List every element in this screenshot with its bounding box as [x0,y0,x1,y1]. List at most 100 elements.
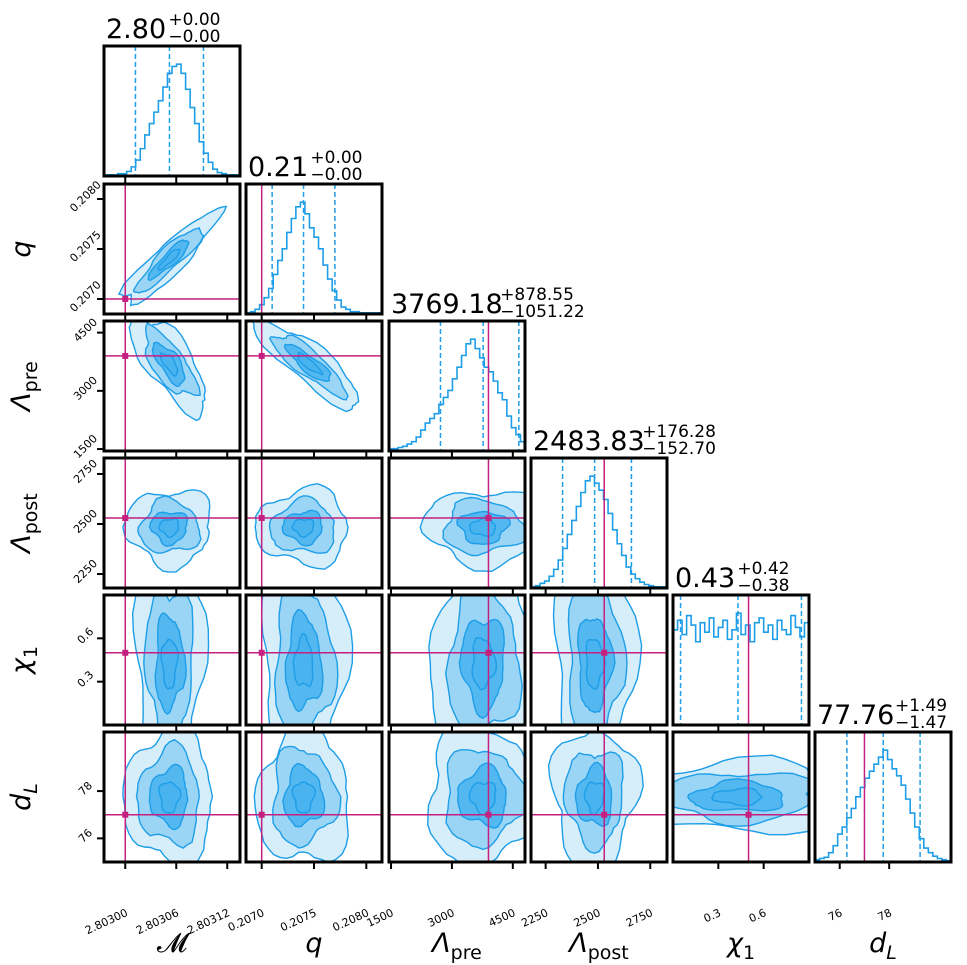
contour-level-4 [158,781,182,814]
contour-panel-dL-vs-q [246,732,382,862]
x-tick-label: 0.6 [747,906,768,925]
histogram-q [246,201,382,314]
title-q: 0.21 [248,152,308,183]
x-tick-label: 2.80300 [83,906,130,937]
x-tick-label: 3000 [426,906,457,930]
histogram-Lpost [531,475,667,588]
truth-marker [122,296,129,302]
histogram-Lpre [389,338,525,451]
contour-level-4 [160,638,179,690]
hist-panel-Lpost [531,458,667,588]
y-tick-label: 0.2070 [67,278,103,314]
title-dL: 77.76 [817,700,894,731]
panel-frame-5-0 [102,730,242,864]
x-tick-label: 2750 [624,906,655,930]
panel-frame-4-4 [671,593,811,727]
x-axis-label-chi1: χ1 [725,928,755,964]
panel-frame-1-1 [244,182,384,316]
panel-frame-5-2 [387,730,527,864]
contour-panel-dL-vs-Mc [104,732,240,862]
title-plus-Mc: +0.00 [168,10,220,30]
contour-panel-Lpost-vs-Mc [104,458,240,588]
contour-level-4 [291,518,315,539]
contour-level-4 [291,781,317,814]
x-axis-label-dL: dL [869,928,897,964]
contour-level-4 [585,638,606,691]
hist-panel-Lpre [389,321,525,451]
title-Mc: 2.80 [106,14,166,45]
title-plus-dL: +1.49 [895,696,947,716]
contour-panel-dL-vs-Lpost [531,732,667,862]
truth-marker [122,649,129,656]
truth-marker [601,811,608,818]
panel-frame-2-0 [102,319,242,453]
title-minus-Mc: −0.00 [168,27,220,47]
contour-level-4 [157,248,181,272]
x-tick-label: 0.3 [702,906,723,925]
panel-frame-5-5 [813,730,953,864]
histogram-chi1 [673,612,809,725]
contour-panel-Lpre-vs-Mc [104,321,240,451]
contour-panel-Lpre-vs-q [246,321,382,451]
truth-marker [122,811,129,818]
x-tick-label: 2.80312 [185,906,232,937]
title-plus-chi1: +0.42 [737,559,789,579]
x-axis-label-q: q [305,928,322,959]
contour-level-4 [292,632,314,688]
hist-panel-dL [815,732,951,862]
panel-frame-4-3 [529,593,669,727]
histogram-Mc [104,63,240,176]
y-tick-label: 0.3 [75,668,97,690]
panel-frame-2-2 [387,319,527,453]
x-tick-label: 78 [876,906,894,924]
panel-frame-0-0 [102,44,242,178]
contour-level-4 [583,781,606,816]
contour-panel-chi1-vs-Lpre [389,595,525,725]
contour-panel-chi1-vs-Lpost [531,595,667,725]
contour-panel-chi1-vs-Mc [104,595,240,725]
truth-marker [485,811,492,818]
panel-frame-4-2 [387,593,527,727]
title-minus-dL: −1.47 [895,713,947,733]
contour-panel-dL-vs-chi1 [673,732,809,862]
y-tick-label: 2250 [71,557,100,586]
y-tick-label: 3000 [71,374,100,403]
title-minus-Lpost: −152.70 [642,439,716,459]
y-tick-label: 2750 [71,457,100,486]
truth-marker [601,649,608,656]
y-axis-label-q: q [6,240,37,257]
y-tick-label: 0.6 [75,625,97,647]
y-axis-label-Lpre: Λpre [6,361,42,413]
truth-marker [258,649,265,656]
contour-panel-Lpost-vs-q [246,458,382,588]
x-tick-label: 2250 [519,906,550,930]
y-tick-label: 2500 [71,507,100,536]
y-tick-label: 78 [76,779,95,798]
contour-level-4 [297,351,324,376]
y-axis-label-chi1: χ1 [6,646,42,676]
title-chi1: 0.43 [675,563,735,594]
y-tick-label: 4500 [71,316,100,345]
x-tick-label: 0.2070 [226,906,266,934]
title-Lpre: 3769.18 [391,289,503,320]
x-axis-label-Lpre: Λpre [430,928,482,964]
x-tick-label: 76 [826,906,844,924]
x-tick-label: 4500 [487,906,518,930]
y-tick-label: 1500 [71,432,100,461]
contour-panel-dL-vs-Lpre [389,732,525,862]
hist-panel-Mc [104,46,240,176]
y-tick-label: 0.2075 [67,228,103,264]
truth-marker [485,649,492,656]
truth-marker [122,515,129,521]
hist-panel-q [246,184,382,314]
x-tick-label: 1500 [365,906,396,930]
title-minus-chi1: −0.38 [737,576,789,596]
x-tick-label: 2500 [572,906,603,930]
title-plus-Lpost: +176.28 [642,422,716,442]
y-tick-label: 0.2080 [67,178,103,214]
truth-marker [745,811,752,818]
y-axis-label-Lpost: Λpost [6,493,42,555]
contour-panel-Lpost-vs-Lpre [389,458,525,588]
panel-frame-3-3 [529,456,669,590]
hist-panel-chi1 [673,595,809,725]
